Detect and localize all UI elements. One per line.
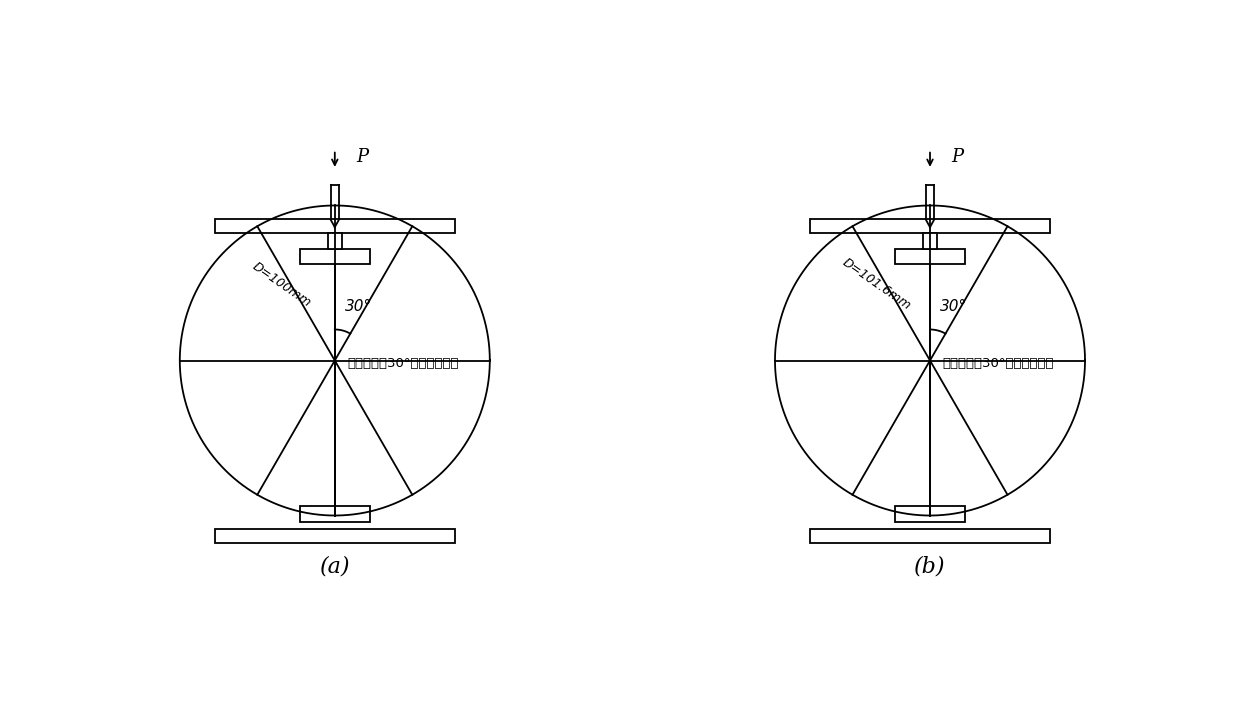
Bar [810,219,1050,234]
Bar [895,249,965,265]
Bar [215,529,455,544]
Text: （每次旋转30°后继续加载）: （每次旋转30°后继续加载） [347,357,459,370]
Text: D=101.6mm: D=101.6mm [839,256,914,313]
Text: 30°: 30° [940,298,967,314]
Text: D=100mm: D=100mm [249,260,314,309]
Bar [810,529,1050,544]
Bar [923,234,937,249]
Text: （每次旋转30°后继续加载）: （每次旋转30°后继续加载） [942,357,1054,370]
Bar [895,506,965,522]
Bar [300,249,370,265]
Text: 30°: 30° [345,298,372,314]
Text: (a): (a) [320,556,350,578]
Bar [215,219,455,234]
Text: P: P [356,149,368,167]
Bar [300,506,370,522]
Text: P: P [951,149,963,167]
Text: (b): (b) [914,556,946,578]
Bar [327,234,342,249]
